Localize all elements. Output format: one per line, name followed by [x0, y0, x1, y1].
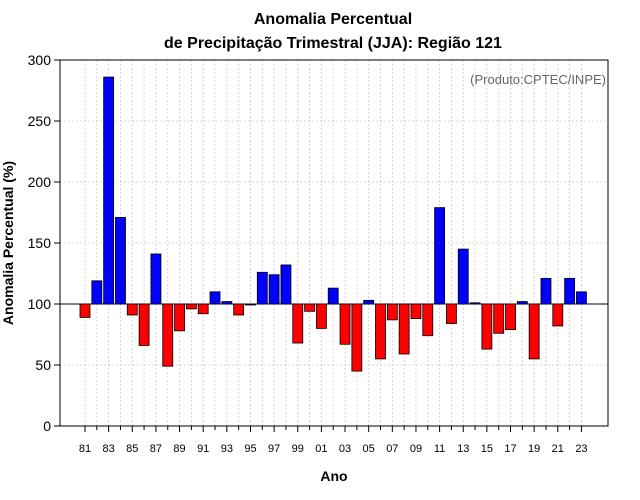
bar-16	[493, 303, 505, 334]
bar-81	[79, 303, 91, 318]
x-axis-title: Ano	[320, 468, 347, 484]
bar-94	[233, 303, 245, 316]
bar-18	[516, 301, 528, 305]
x-tick-label: 09	[410, 443, 422, 455]
x-tick-label: 81	[79, 443, 91, 455]
x-tick-label: 03	[339, 443, 351, 455]
x-tick-label: 11	[434, 443, 445, 455]
x-tick-label: 21	[552, 443, 564, 455]
bar-88	[162, 303, 174, 367]
bar-87	[150, 253, 162, 305]
x-tick-label: 93	[221, 443, 233, 455]
bar-91	[197, 303, 209, 315]
chart-title-line1: Anomalia Percentual	[254, 11, 412, 28]
bar-11	[434, 207, 446, 305]
y-tick-label: 300	[28, 52, 52, 68]
bar-89	[174, 303, 185, 332]
bar-21	[552, 303, 564, 327]
bar-99	[292, 303, 304, 344]
x-tick-label: 87	[150, 443, 162, 455]
bar-15	[481, 303, 493, 350]
credit-annotation: (Produto:CPTEC/INPE)	[470, 72, 606, 87]
x-tick-label: 85	[126, 443, 138, 455]
bar-93	[221, 301, 233, 305]
bar-05	[363, 299, 375, 305]
x-tick-label: 83	[103, 443, 115, 455]
chart-title-line2: de Precipitação Trimestral (JJA): Região…	[164, 35, 502, 52]
bar-86	[138, 303, 150, 346]
bar-06	[375, 303, 386, 360]
bar-23	[576, 291, 587, 305]
bar-14	[469, 302, 481, 305]
x-tick-label: 89	[173, 443, 185, 455]
bar-98	[280, 264, 292, 305]
bar-19	[528, 303, 540, 360]
y-axis-title: Anomalia Percentual (%)	[0, 161, 16, 325]
bar-90	[185, 303, 197, 310]
bar-17	[505, 303, 516, 331]
bar-85	[126, 303, 138, 316]
x-tick-label: 97	[268, 443, 280, 455]
x-tick-label: 15	[481, 443, 493, 455]
bar-12	[446, 303, 457, 324]
x-tick-label: 91	[197, 443, 209, 455]
bar-03	[339, 303, 351, 345]
bar-22	[564, 277, 576, 305]
bar-08	[398, 303, 410, 355]
x-tick-label: 01	[315, 443, 327, 455]
bar-95	[245, 303, 256, 306]
x-tick-label: 13	[457, 443, 469, 455]
y-tick-label: 50	[35, 357, 51, 373]
y-axis: 0 50 100 150 200 250 300	[28, 52, 60, 434]
bar-92	[209, 291, 221, 305]
x-tick-label: 19	[528, 443, 540, 455]
bars	[79, 76, 587, 372]
y-tick-label: 200	[28, 174, 52, 190]
bar-01	[315, 303, 327, 329]
bar-00	[304, 303, 315, 312]
bar-96	[256, 271, 268, 305]
bar-04	[351, 303, 363, 372]
bar-13	[457, 248, 469, 305]
bar-97	[268, 274, 280, 305]
bar-82	[91, 280, 103, 305]
y-tick-label: 250	[28, 113, 52, 129]
bar-10	[422, 303, 434, 337]
grid	[60, 60, 608, 426]
y-tick-label: 0	[43, 418, 51, 434]
x-tick-label: 23	[575, 443, 587, 455]
y-tick-label: 100	[28, 296, 52, 312]
bar-02	[327, 287, 339, 305]
x-tick-label: 05	[363, 443, 375, 455]
x-axis: 81 83 85 87 89 91 93 95 97 99 01 03 05 07 09 11 13 15 17 19…	[79, 426, 588, 455]
x-tick-label: 17	[504, 443, 516, 455]
x-tick-label: 95	[244, 443, 256, 455]
bar-20	[540, 277, 552, 305]
x-tick-label: 07	[386, 443, 398, 455]
x-tick-label: 99	[292, 443, 304, 455]
bar-84	[115, 216, 126, 305]
y-tick-label: 150	[28, 235, 52, 251]
bar-07	[386, 303, 398, 321]
bar-09	[410, 303, 422, 320]
bar-83	[103, 76, 115, 305]
